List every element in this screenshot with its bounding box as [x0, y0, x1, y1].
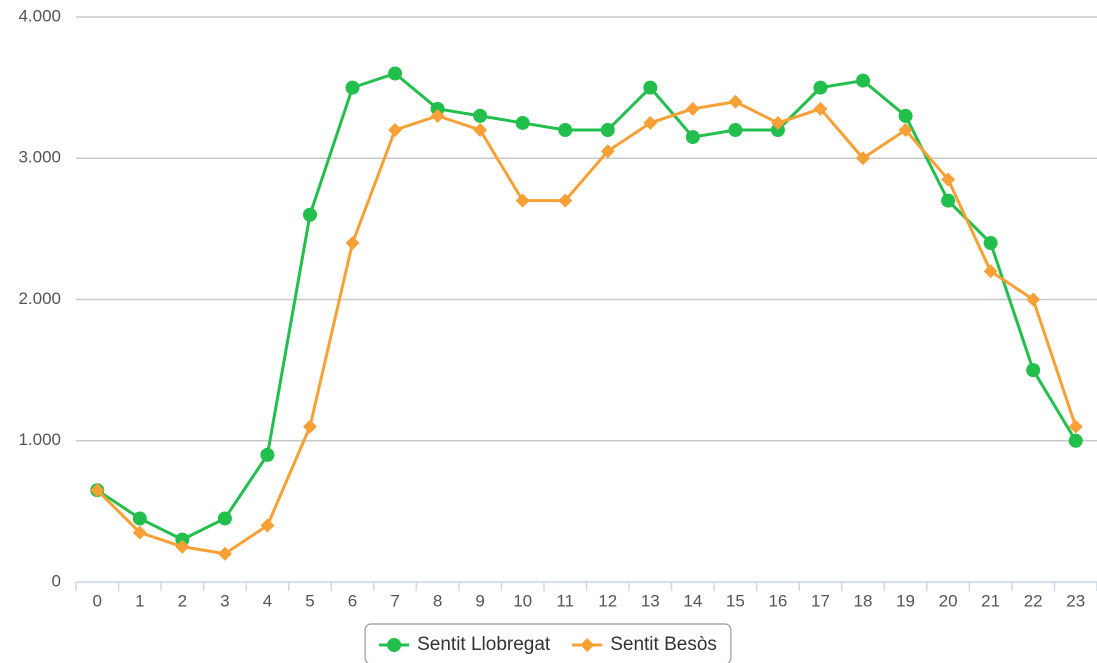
marker [302, 419, 317, 434]
marker [728, 94, 743, 109]
marker [600, 123, 615, 137]
marker [600, 144, 615, 159]
marker [217, 546, 232, 561]
x-tick-label: 1 [135, 591, 144, 610]
marker [515, 115, 530, 130]
legend-item: Sentit Besòs [572, 634, 717, 655]
y-tick-label: 0 [52, 571, 61, 590]
marker [770, 115, 785, 130]
legend: Sentit Llobregat Sentit Besòs [364, 623, 732, 663]
x-tick-label: 16 [768, 591, 787, 610]
marker [558, 123, 573, 137]
x-tick-label: 22 [1024, 591, 1043, 610]
marker [813, 101, 828, 116]
marker [983, 236, 998, 250]
marker [260, 447, 275, 462]
x-tick-label: 12 [598, 591, 617, 610]
marker [473, 123, 488, 137]
marker [473, 108, 488, 123]
marker [175, 539, 190, 554]
y-tick-label: 4.000 [18, 6, 61, 25]
marker [345, 80, 360, 95]
x-tick-label: 3 [220, 591, 229, 610]
y-tick-label: 3.000 [18, 148, 61, 167]
x-tick-label: 11 [556, 591, 574, 610]
x-tick-label: 13 [641, 591, 660, 610]
series-line [96, 100, 1078, 556]
x-tick-label: 7 [390, 591, 399, 610]
x-tick-label: 17 [811, 591, 830, 610]
x-tick-label: 6 [348, 591, 357, 610]
x-tick-label: 20 [939, 591, 958, 610]
x-tick-label: 21 [981, 591, 1000, 610]
x-tick-label: 9 [475, 591, 484, 610]
series-line [96, 72, 1078, 542]
legend-item: Sentit Llobregat [379, 634, 551, 655]
marker [941, 193, 956, 208]
x-tick-label: 5 [305, 591, 314, 610]
marker [685, 101, 700, 116]
marker [217, 511, 232, 526]
x-tick-label: 10 [513, 591, 532, 610]
marker [898, 108, 913, 123]
marker [643, 115, 658, 130]
marker [813, 80, 828, 95]
marker [643, 80, 658, 95]
marker [515, 193, 530, 208]
legend-label: Sentit Besòs [610, 634, 717, 655]
x-tick-label: 23 [1066, 591, 1085, 610]
marker [1068, 419, 1083, 434]
y-tick-label: 1.000 [18, 430, 61, 449]
marker [856, 73, 871, 88]
marker [1026, 292, 1041, 307]
marker [260, 518, 275, 533]
marker [580, 638, 595, 652]
marker [728, 123, 743, 137]
marker [558, 193, 573, 208]
marker [132, 511, 147, 526]
marker [387, 638, 402, 652]
marker [983, 264, 998, 279]
marker [1026, 363, 1041, 378]
x-tick-label: 14 [683, 591, 702, 610]
x-tick-label: 4 [263, 591, 272, 610]
x-tick-label: 18 [854, 591, 873, 610]
marker [685, 130, 700, 145]
marker [90, 483, 105, 498]
x-tick-label: 8 [433, 591, 442, 610]
marker [941, 172, 956, 187]
marker [132, 525, 147, 540]
marker [388, 66, 403, 81]
marker [430, 101, 445, 116]
marker [856, 151, 871, 166]
x-tick-label: 19 [896, 591, 915, 610]
x-tick-label: 15 [726, 591, 745, 610]
y-tick-label: 2.000 [18, 289, 61, 308]
marker [430, 108, 445, 123]
marker [898, 123, 913, 137]
marker [302, 207, 317, 222]
marker [1068, 433, 1083, 448]
marker [770, 123, 785, 137]
marker [388, 123, 403, 137]
x-tick-label: 0 [93, 591, 102, 610]
marker [345, 236, 360, 250]
x-tick-label: 2 [178, 591, 187, 610]
marker [175, 532, 190, 547]
legend-box [364, 623, 732, 663]
legend-label: Sentit Llobregat [417, 634, 551, 655]
